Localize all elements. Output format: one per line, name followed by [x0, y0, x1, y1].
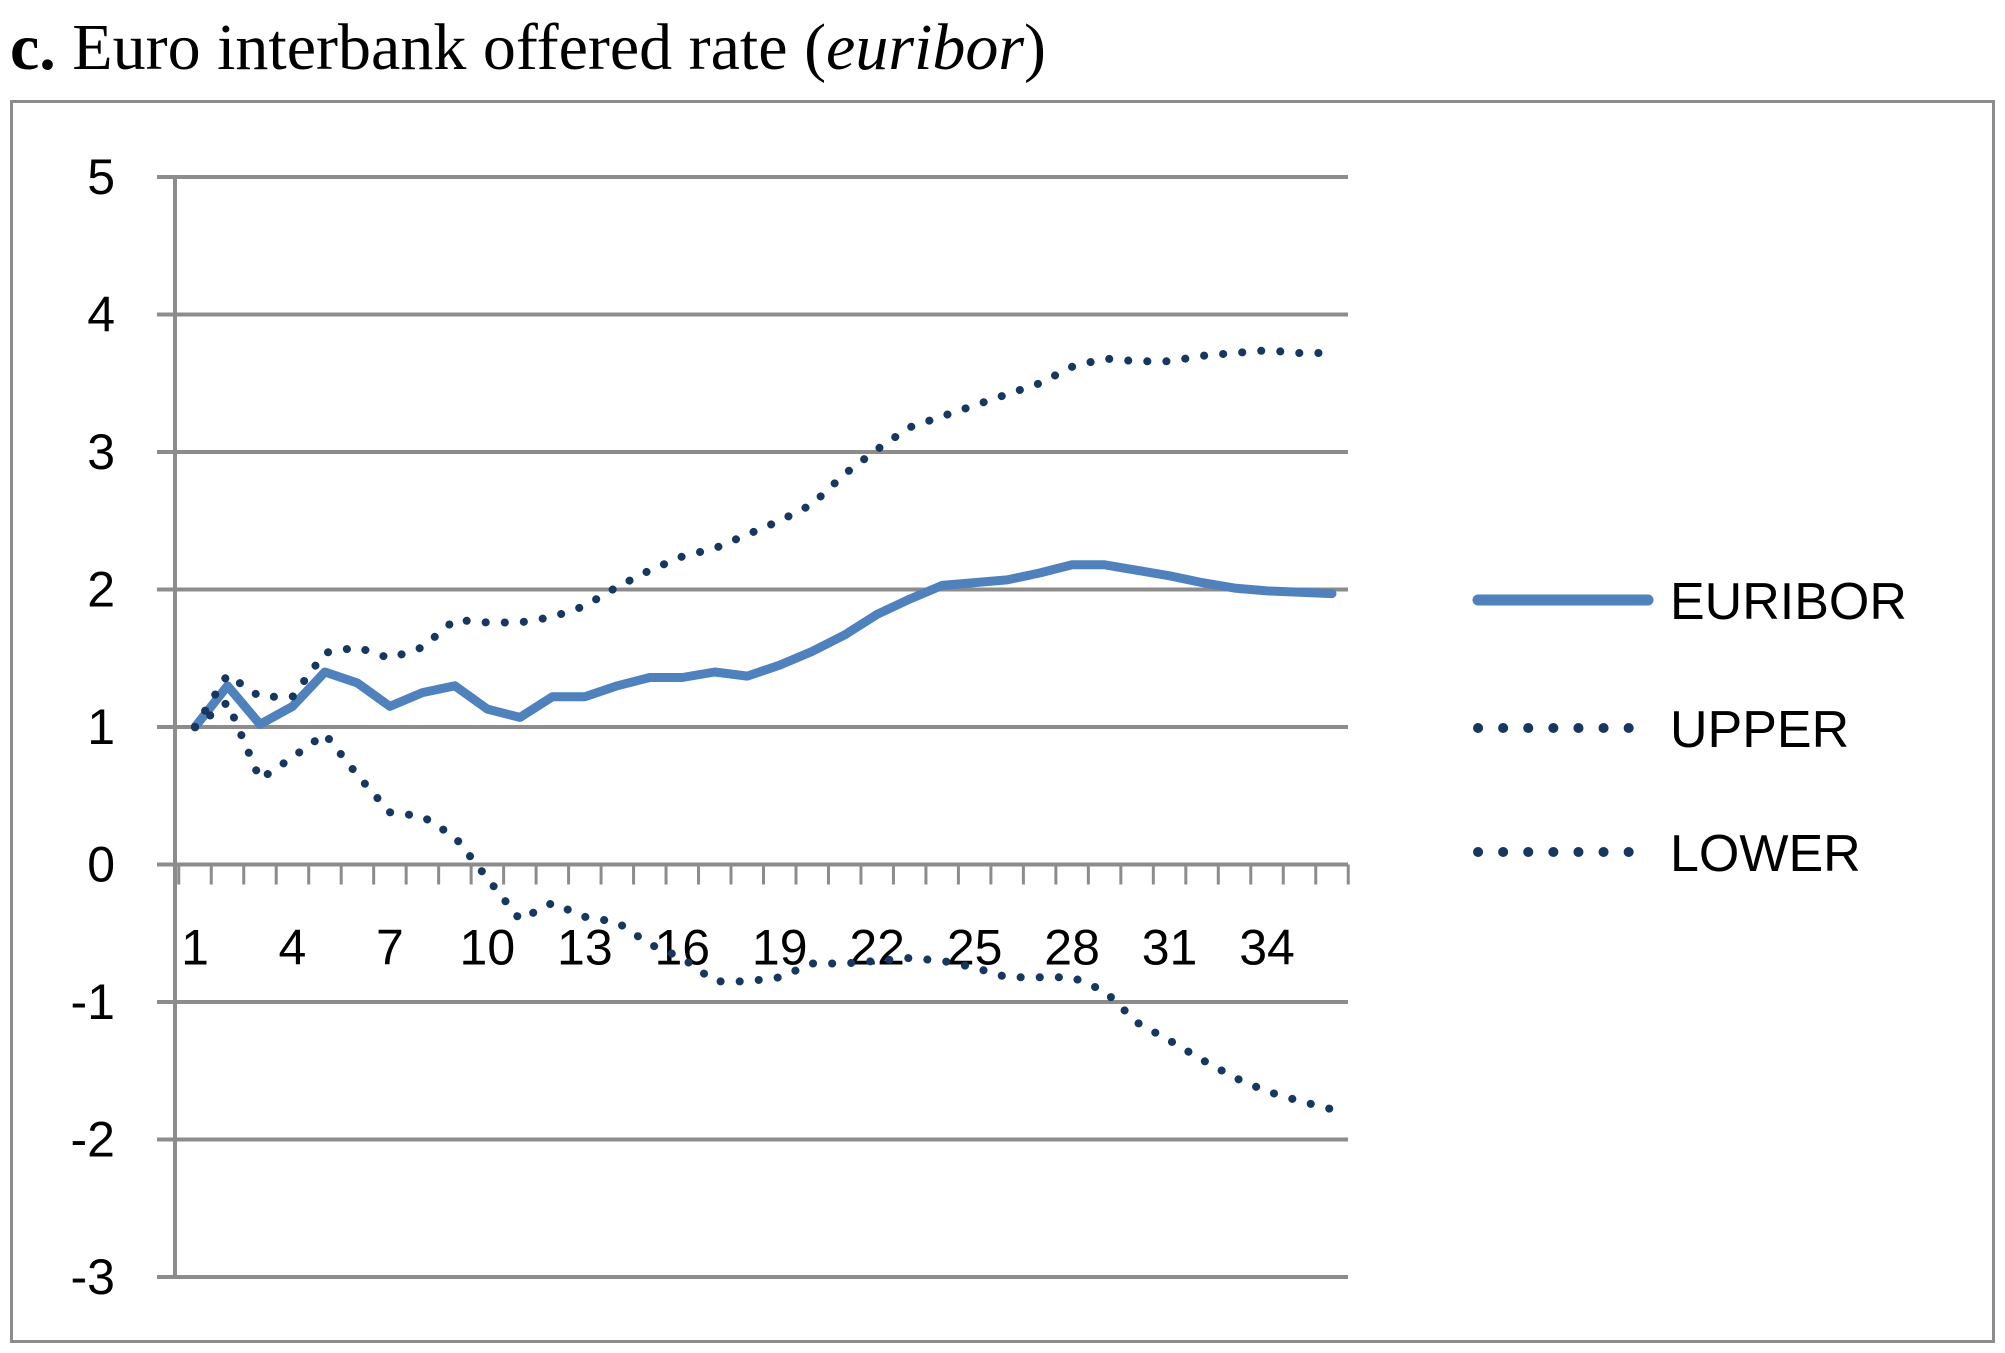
x-tick-label: 7 [376, 920, 404, 976]
x-tick-label: 34 [1239, 920, 1295, 976]
x-tick-label: 13 [557, 920, 613, 976]
x-tick-label: 28 [1044, 920, 1100, 976]
x-tick-label: 16 [654, 920, 710, 976]
y-tick-label: 3 [87, 424, 115, 480]
y-tick-label: -2 [71, 1112, 115, 1168]
y-tick-label: -1 [71, 974, 115, 1030]
x-tick-label: 4 [279, 920, 307, 976]
legend-label-lower: LOWER [1670, 825, 1861, 883]
x-tick-label: 10 [460, 920, 516, 976]
y-tick-label: 5 [87, 149, 115, 205]
x-tick-label: 22 [849, 920, 905, 976]
series-line-lower [191, 698, 1336, 1114]
y-tick-label: 1 [87, 699, 115, 755]
chart-frame [10, 100, 1995, 1343]
series-line-upper [191, 346, 1336, 731]
x-tick-label: 1 [181, 920, 209, 976]
chart-title-prefix: c. [10, 11, 56, 84]
y-tick-label: 2 [87, 562, 115, 618]
legend-label-euribor: EURIBOR [1670, 573, 1907, 631]
chart-title: c. Euro interbank offered rate (euribor) [10, 8, 1046, 87]
y-tick-label: 0 [87, 837, 115, 893]
y-tick-label: 4 [87, 287, 115, 343]
chart-title-term: euribor [826, 11, 1025, 84]
chart-title-suffix: ) [1024, 11, 1047, 84]
legend-label-upper: UPPER [1670, 701, 1849, 759]
x-tick-label: 31 [1142, 920, 1198, 976]
y-tick-label: -3 [71, 1249, 115, 1305]
chart-title-text: Euro interbank offered rate ( [72, 11, 827, 84]
x-tick-label: 19 [752, 920, 808, 976]
series-line-euribor [190, 560, 1337, 732]
x-tick-label: 25 [947, 920, 1003, 976]
